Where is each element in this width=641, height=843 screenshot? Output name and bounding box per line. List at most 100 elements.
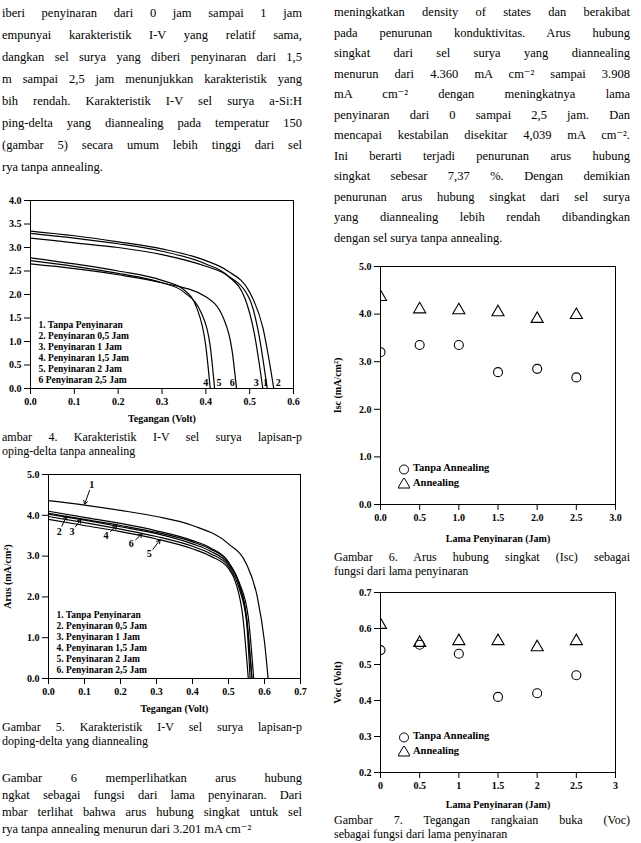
- html-text:menurun dari 4.360 mA cm⁻² sam: menurun dari 4.360 mA cm⁻² sampai 3.908: [334, 66, 630, 81]
- svg-text:1.5: 1.5: [492, 512, 505, 523]
- svg-text:0.4: 0.4: [200, 396, 213, 407]
- svg-text:1. Tanpa Penyinaran2. Penyinar: 1. Tanpa Penyinaran2. Penyinaran 0,5 Jam…: [39, 320, 130, 385]
- html-text:doping-delta yang diannealing: doping-delta yang diannealing: [2, 734, 148, 748]
- svg-text:0.3: 0.3: [359, 731, 372, 742]
- html-text:rya tanpa annealing menurun da: rya tanpa annealing menurun dari 3.201 m…: [2, 822, 252, 836]
- svg-text:0.0: 0.0: [374, 512, 387, 523]
- svg-text:5.0: 5.0: [27, 469, 40, 480]
- svg-text:4.0: 4.0: [9, 195, 22, 206]
- svg-text:2: 2: [535, 780, 540, 791]
- svg-text:0.6: 0.6: [287, 396, 300, 407]
- svg-text:Isc (mA/cm²): Isc (mA/cm²): [332, 358, 344, 413]
- svg-text:0.0: 0.0: [24, 396, 37, 407]
- html-text:penyinaran dari 0 sampai 2,5 j: penyinaran dari 0 sampai 2,5 jam. Dan: [334, 107, 630, 122]
- svg-text:0.5: 0.5: [413, 780, 426, 791]
- svg-text:0.3: 0.3: [156, 396, 169, 407]
- html-text:ping-delta yang diannealing pa: ping-delta yang diannealing pada tempera…: [2, 116, 302, 130]
- svg-text:6: 6: [230, 377, 235, 388]
- svg-text:1.5: 1.5: [492, 780, 505, 791]
- svg-text:1.0: 1.0: [27, 632, 40, 643]
- svg-text:2.5: 2.5: [570, 780, 583, 791]
- svg-text:0.5: 0.5: [9, 359, 22, 370]
- svg-text:1: 1: [263, 377, 268, 388]
- html-text:ambar 4. Karakteristik I-V sel: ambar 4. Karakteristik I-V sel surya lap…: [2, 430, 302, 444]
- html-text:m sampai 2,5 jam menunjukkan k: m sampai 2,5 jam menunjukkan karakterist…: [2, 72, 302, 86]
- html-text:meningkatkan density of states: meningkatkan density of states dan berak…: [334, 5, 630, 19]
- svg-text:2.0: 2.0: [27, 591, 40, 602]
- svg-text:1. Tanpa Penyinaran2. Penyinar: 1. Tanpa Penyinaran2. Penyinaran 0,5 Jam…: [57, 610, 148, 675]
- svg-text:0.1: 0.1: [78, 686, 91, 697]
- svg-text:0.0: 0.0: [27, 673, 40, 684]
- svg-text:1: 1: [456, 780, 461, 791]
- svg-text:5: 5: [147, 548, 152, 559]
- svg-text:2.5: 2.5: [570, 512, 583, 523]
- svg-text:Lama Penyinaran (Jam): Lama Penyinaran (Jam): [446, 799, 550, 811]
- svg-text:0.6: 0.6: [359, 623, 372, 634]
- svg-text:0.2: 0.2: [114, 686, 127, 697]
- html-text:(gambar 5) secara umum lebih t: (gambar 5) secara umum lebih tinggi dari…: [2, 138, 302, 152]
- svg-text:Lama Penyinaran (Jam): Lama Penyinaran (Jam): [446, 533, 550, 545]
- svg-text:2.0: 2.0: [531, 512, 544, 523]
- svg-text:4: 4: [104, 530, 109, 541]
- svg-text:0.4: 0.4: [359, 695, 372, 706]
- html-text:dengan sel surya tanpa anneali: dengan sel surya tanpa annealing.: [334, 230, 503, 245]
- svg-text:5.0: 5.0: [359, 261, 372, 272]
- svg-text:1.0: 1.0: [453, 512, 466, 523]
- html-text:Ini berarti terjadi penurunan: Ini berarti terjadi penurunan arus hubun…: [334, 148, 630, 163]
- html-text:Gambar 6 memperlihatkan arus h: Gambar 6 memperlihatkan arus hubung: [2, 771, 302, 785]
- svg-text:2: 2: [276, 377, 281, 388]
- svg-text:3: 3: [69, 526, 74, 537]
- html-text:mbar terlihat bahwa arus hubun: mbar terlihat bahwa arus hubung singkat …: [2, 805, 302, 819]
- html-text:penurunan arus hubung singkat: penurunan arus hubung singkat dari sel s…: [334, 189, 630, 204]
- svg-text:4.0: 4.0: [27, 510, 40, 521]
- svg-text:1.0: 1.0: [9, 336, 22, 347]
- svg-text:1.5: 1.5: [9, 312, 22, 323]
- svg-text:1: 1: [89, 479, 94, 490]
- svg-text:0.6: 0.6: [258, 686, 271, 697]
- svg-text:0.2: 0.2: [112, 396, 125, 407]
- svg-text:6: 6: [129, 538, 134, 549]
- svg-text:3: 3: [254, 377, 259, 388]
- html-text:pada penurunan konduktivitas.: pada penurunan konduktivitas. Arus hubun…: [334, 25, 630, 40]
- svg-text:0.7: 0.7: [359, 587, 372, 598]
- svg-text:2.0: 2.0: [9, 289, 22, 300]
- html-text:Gambar 5. Karakteristik I-V se: Gambar 5. Karakteristik I-V sel surya la…: [2, 720, 302, 734]
- svg-text:Arus (mA/cm²): Arus (mA/cm²): [2, 544, 14, 608]
- html-text:iberi penyinaran dari 0 jam sa: iberi penyinaran dari 0 jam sampai 1 jam: [2, 6, 302, 20]
- html-text:bih rendah. Karakteristik I-V: bih rendah. Karakteristik I-V sel surya …: [2, 94, 302, 108]
- svg-text:Voc (Volt): Voc (Volt): [332, 661, 344, 703]
- html-text:dangkan sel surya yang diberi: dangkan sel surya yang diberi penyinaran…: [2, 50, 302, 64]
- svg-text:3.0: 3.0: [9, 242, 22, 253]
- svg-text:0.7: 0.7: [294, 686, 307, 697]
- svg-text:0.3: 0.3: [150, 686, 163, 697]
- svg-text:3.0: 3.0: [27, 550, 40, 561]
- svg-text:1.0: 1.0: [359, 451, 372, 462]
- html-text:empunyai karakteristik I-V yan: empunyai karakteristik I-V yang relatif …: [2, 28, 302, 42]
- svg-text:0.5: 0.5: [243, 396, 256, 407]
- svg-text:2.5: 2.5: [9, 265, 22, 276]
- svg-text:0.5: 0.5: [359, 659, 372, 670]
- svg-text:Tegangan (Volt): Tegangan (Volt): [141, 703, 209, 715]
- svg-text:3: 3: [613, 780, 618, 791]
- svg-text:0.5: 0.5: [222, 686, 235, 697]
- svg-text:2.0: 2.0: [359, 404, 372, 415]
- html-text:oping-delta tanpa annealing: oping-delta tanpa annealing: [2, 444, 136, 458]
- svg-text:0: 0: [378, 780, 383, 791]
- svg-text:Tegangan (Volt): Tegangan (Volt): [128, 413, 196, 425]
- svg-text:3.0: 3.0: [359, 356, 372, 367]
- svg-text:0.5: 0.5: [413, 512, 426, 523]
- html-text:ngkat sebagai fungsi dari lama: ngkat sebagai fungsi dari lama penyinara…: [2, 788, 302, 802]
- svg-text:0.0: 0.0: [42, 686, 55, 697]
- svg-text:0.0: 0.0: [9, 383, 22, 394]
- svg-text:3.0: 3.0: [609, 512, 622, 523]
- svg-text:4: 4: [203, 377, 208, 388]
- svg-text:0.2: 0.2: [359, 767, 372, 778]
- svg-text:0.1: 0.1: [68, 396, 81, 407]
- svg-text:4.0: 4.0: [359, 308, 372, 319]
- svg-text:3.5: 3.5: [9, 218, 22, 229]
- html-text:rya tanpa annealing.: rya tanpa annealing.: [2, 160, 103, 174]
- svg-text:5: 5: [216, 377, 221, 388]
- svg-text:0.4: 0.4: [186, 686, 199, 697]
- svg-text:0.0: 0.0: [359, 499, 372, 510]
- svg-text:2: 2: [57, 526, 62, 537]
